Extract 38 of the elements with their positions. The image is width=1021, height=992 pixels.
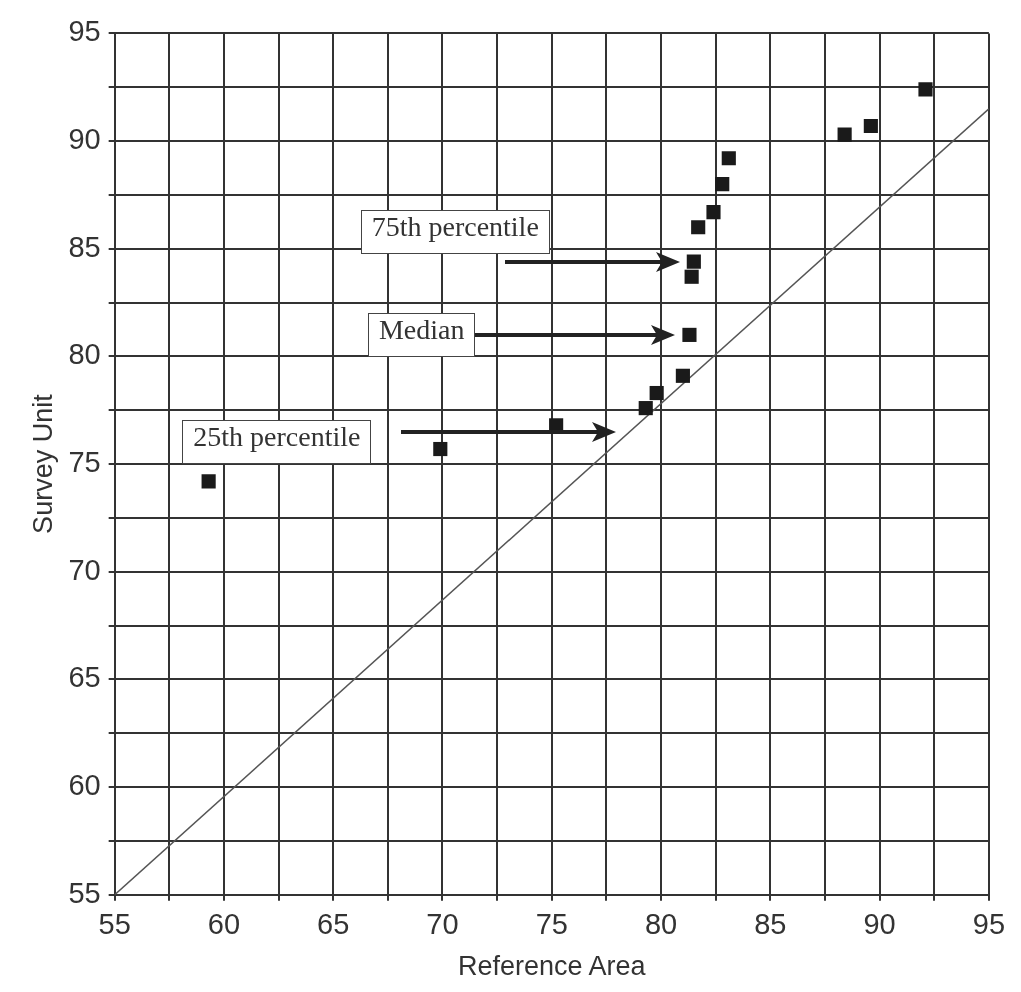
y-tick-label: 75 — [68, 446, 101, 479]
annotation: 25th percentile — [182, 419, 372, 464]
point — [638, 401, 653, 416]
x-tick-label: 60 — [207, 908, 241, 941]
x-tick-label: 95 — [972, 908, 1005, 941]
point — [863, 118, 878, 134]
point — [837, 127, 852, 142]
point — [201, 474, 216, 489]
point — [686, 254, 701, 269]
y-tick-label: 70 — [68, 553, 101, 586]
x-tick-label: 75 — [535, 908, 568, 941]
annotation: Median — [367, 312, 476, 357]
x-tick-label: 80 — [644, 908, 678, 941]
y-tick-label: 90 — [68, 123, 101, 156]
x-tick-label: 55 — [98, 908, 131, 941]
point — [682, 327, 697, 342]
point — [675, 368, 690, 383]
y-axis-title: Survey Unit — [27, 393, 58, 534]
annotation: 75th percentile — [360, 209, 550, 254]
point — [706, 205, 721, 220]
x-tick-label: 90 — [863, 908, 896, 941]
y-tick-label: 80 — [68, 338, 101, 371]
y-tick-label: 95 — [68, 15, 101, 48]
point — [684, 269, 699, 284]
point — [715, 177, 730, 192]
point — [433, 441, 448, 457]
x-axis-title: Reference Area — [457, 951, 647, 982]
point — [649, 385, 664, 401]
point — [721, 151, 736, 166]
point — [691, 220, 706, 235]
y-tick-label: 65 — [68, 661, 101, 694]
x-tick-label: 85 — [754, 908, 787, 941]
x-tick-label: 65 — [317, 908, 350, 941]
y-tick-label: 85 — [68, 230, 101, 263]
y-tick-label: 55 — [68, 876, 101, 909]
y-tick-label: 60 — [68, 769, 101, 802]
point — [918, 82, 933, 97]
x-tick-label: 70 — [426, 908, 459, 941]
